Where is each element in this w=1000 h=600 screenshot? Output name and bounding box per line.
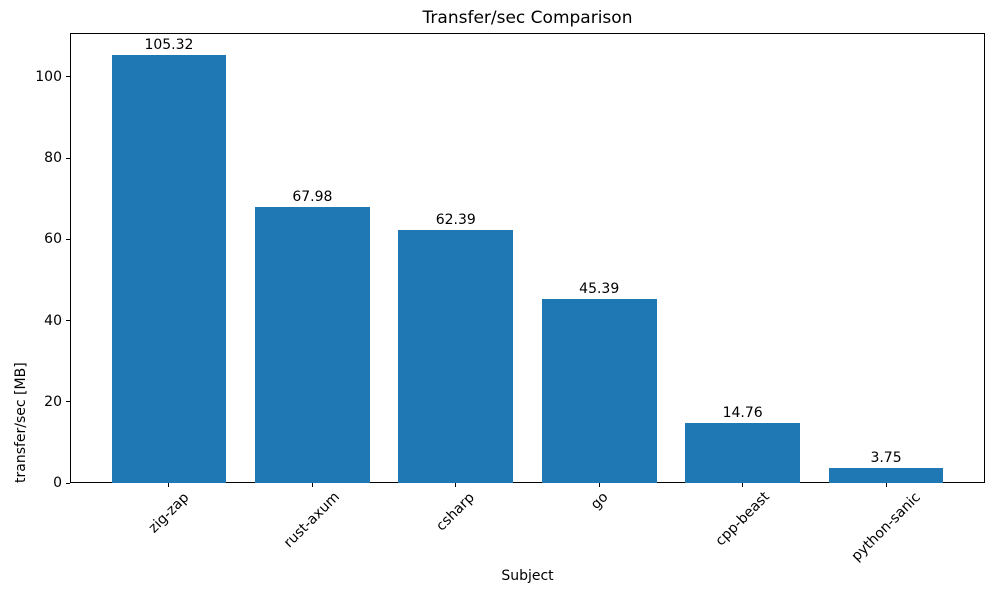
x-tick-mark xyxy=(168,483,170,487)
y-tick-label: 80 xyxy=(44,150,62,167)
x-tick-mark xyxy=(598,483,600,487)
bar xyxy=(828,467,944,483)
x-tick-mark xyxy=(455,483,457,487)
y-tick-mark xyxy=(66,157,70,159)
y-tick-mark xyxy=(66,401,70,403)
y-tick-label: 60 xyxy=(44,231,62,248)
bar xyxy=(541,298,657,483)
y-tick-label: 100 xyxy=(35,68,62,85)
y-tick-label: 40 xyxy=(44,312,62,329)
bar xyxy=(111,55,227,483)
bar-value-label: 14.76 xyxy=(722,405,763,422)
bar-value-label: 45.39 xyxy=(579,280,620,297)
y-tick-mark xyxy=(66,76,70,78)
x-tick-mark xyxy=(885,483,887,487)
x-tick-label: rust-axum xyxy=(281,489,344,552)
chart-title: Transfer/sec Comparison xyxy=(422,8,633,28)
x-axis-label: Subject xyxy=(501,568,554,584)
y-tick-mark xyxy=(66,482,70,484)
x-tick-mark xyxy=(311,483,313,487)
y-axis-label: transfer/sec [MB] xyxy=(13,362,29,483)
x-tick-label: cpp-beast xyxy=(712,489,774,550)
x-tick-label: csharp xyxy=(433,489,479,534)
y-tick-label: 20 xyxy=(44,393,62,410)
y-tick-label: 0 xyxy=(53,475,62,491)
x-tick-mark xyxy=(742,483,744,487)
bar-value-label: 105.32 xyxy=(144,37,194,54)
y-tick-mark xyxy=(66,238,70,240)
x-tick-label: python-sanic xyxy=(848,489,924,565)
bar xyxy=(398,229,514,483)
bar-value-label: 62.39 xyxy=(435,211,476,228)
x-tick-label: zig-zap xyxy=(145,489,193,536)
bar-value-label: 67.98 xyxy=(292,188,333,205)
x-tick-label: go xyxy=(587,489,612,513)
bar-value-label: 3.75 xyxy=(870,449,902,466)
bar xyxy=(255,206,370,483)
bar xyxy=(685,423,800,483)
y-tick-mark xyxy=(66,320,70,322)
